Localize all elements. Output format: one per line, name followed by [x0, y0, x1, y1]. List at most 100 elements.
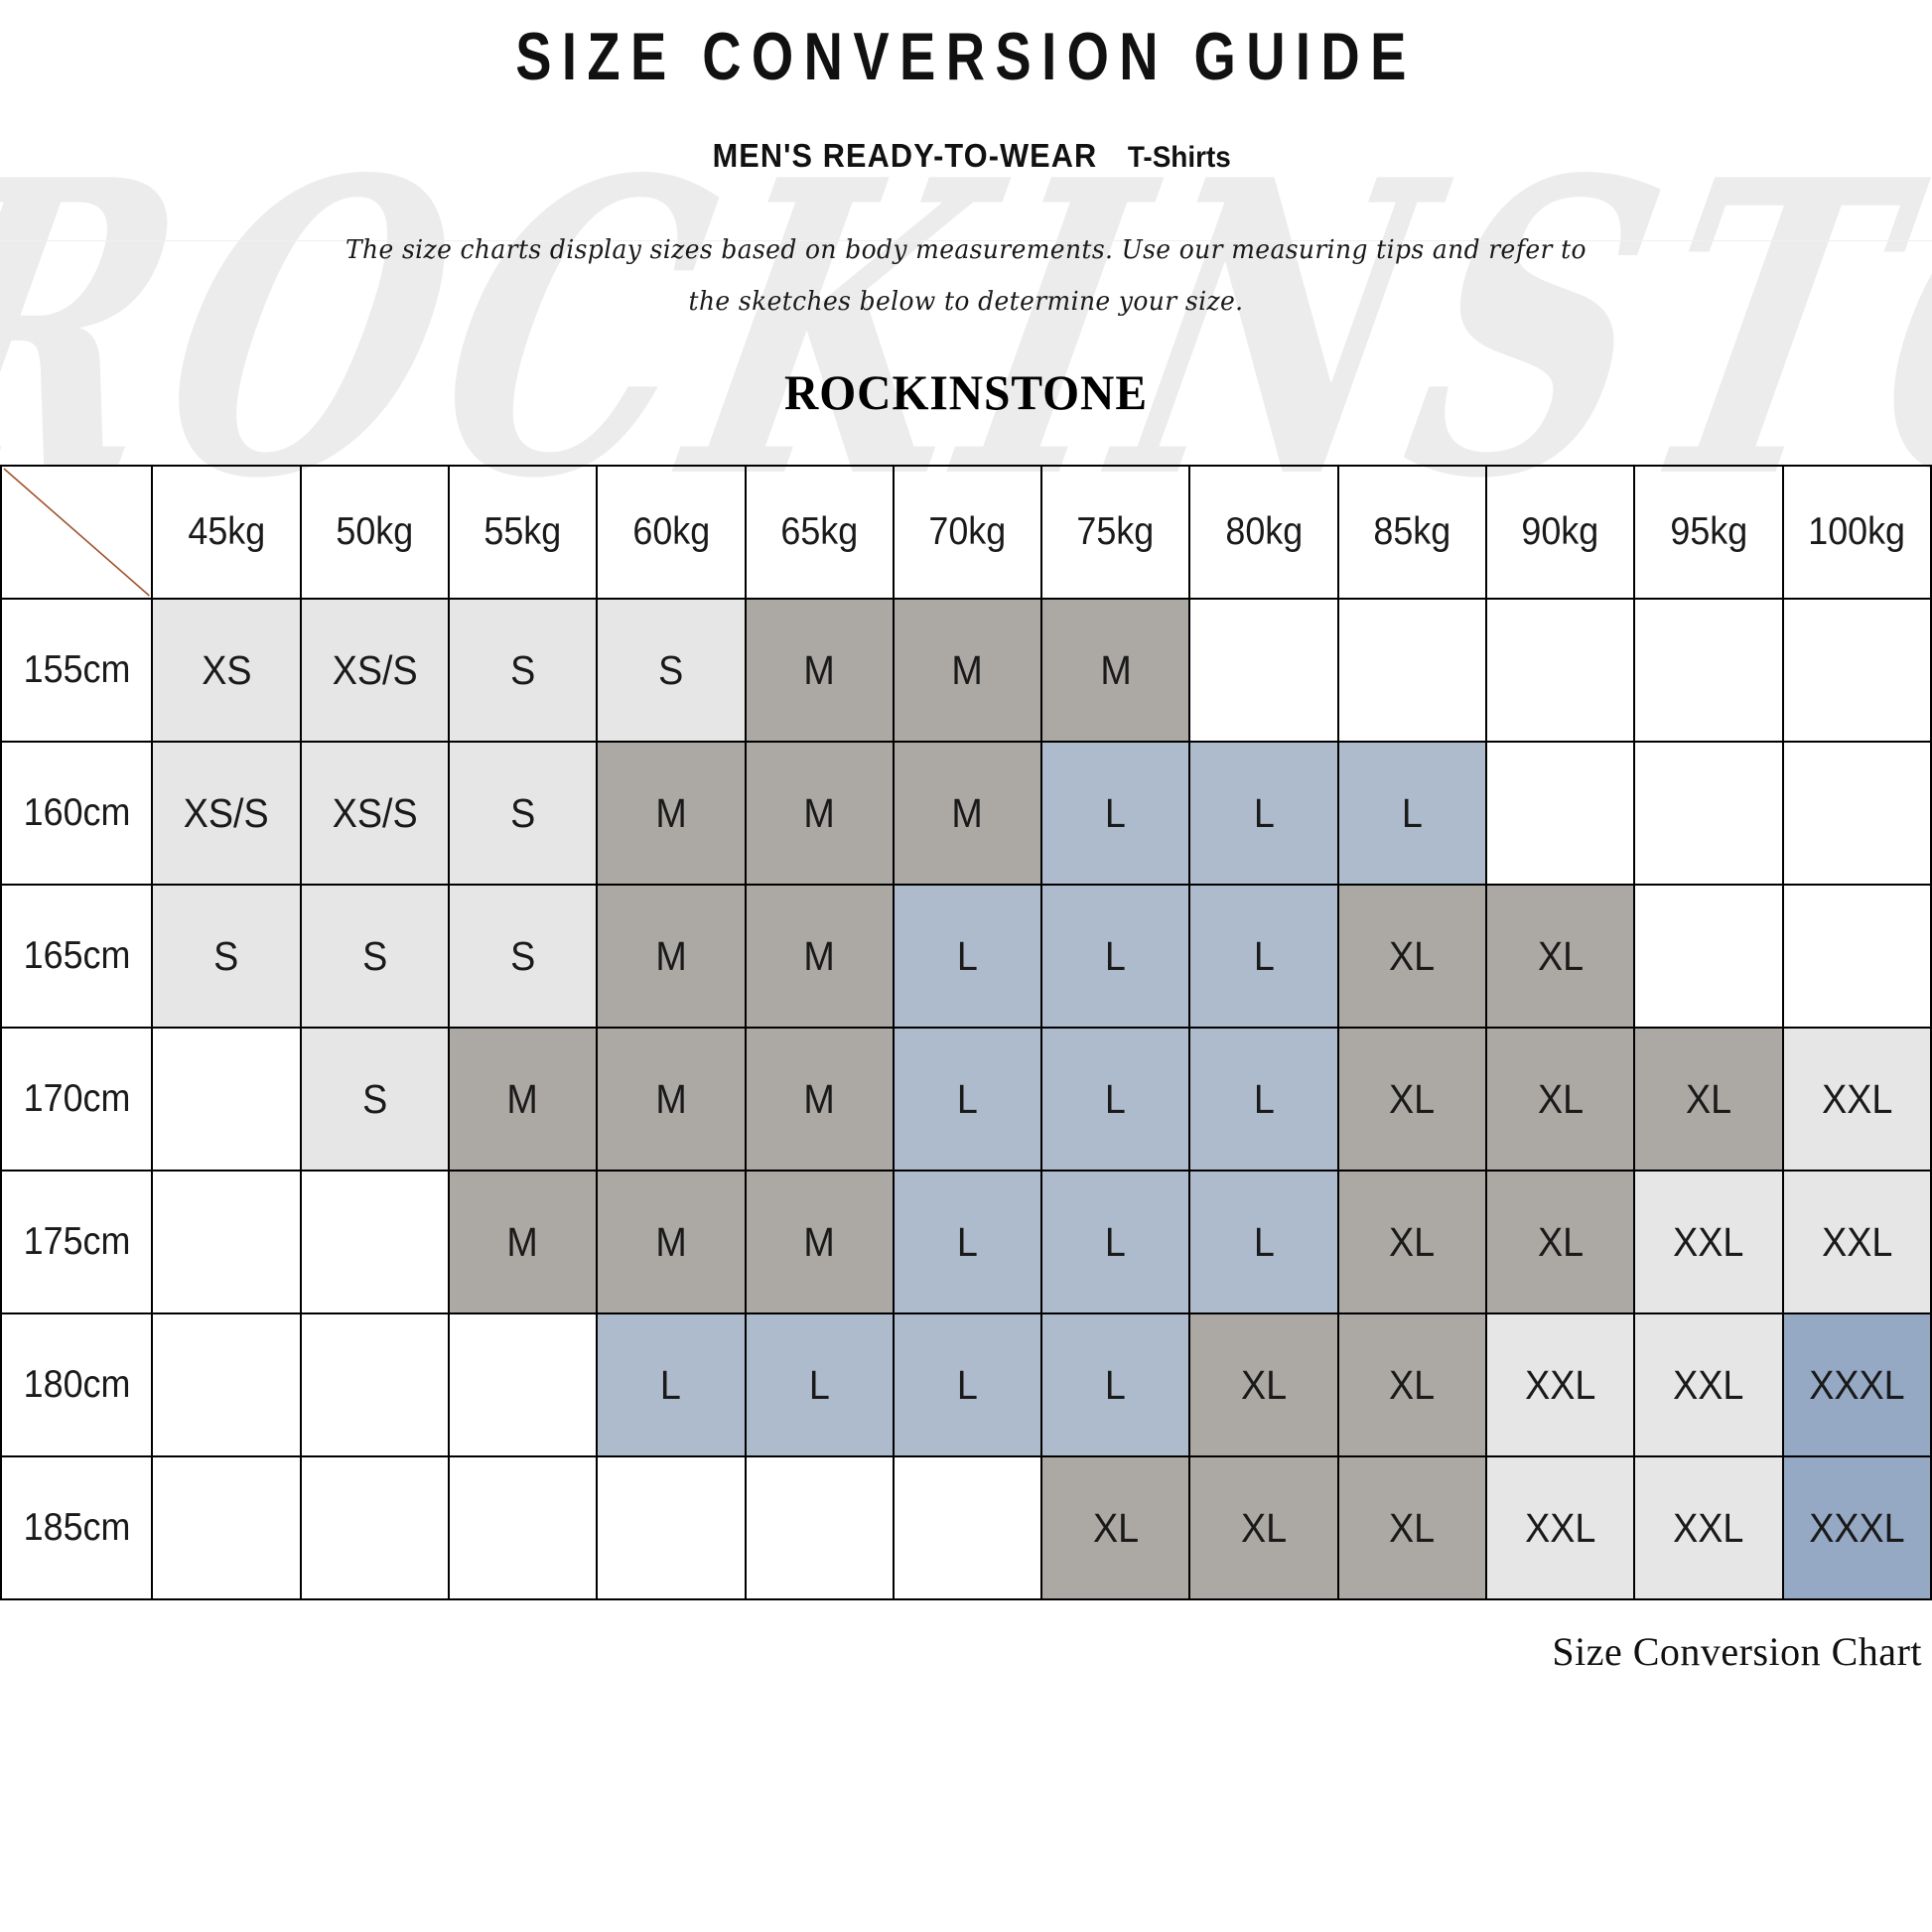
weight-header-label: 45kg [188, 510, 265, 554]
size-table-container: 45kg 50kg 55kg 60kg 65kg 70kg 75kg 80kg 85kg 90kg… [0, 465, 1932, 1601]
size-cell: XXXL [1781, 1455, 1932, 1601]
size-cell-label: XL [1389, 1218, 1436, 1265]
size-cell-label: L [1105, 789, 1127, 836]
size-cell: M [744, 598, 895, 744]
size-cell-label: L [1105, 1218, 1127, 1265]
size-cell-label: S [509, 932, 536, 979]
page-title: SIZE CONVERSION GUIDE [515, 19, 1417, 94]
size-cell-label: M [1100, 646, 1132, 693]
height-label-text: 160cm [23, 791, 131, 835]
size-cell-label: L [1105, 1075, 1127, 1122]
weight-header-90kg: 90kg [1484, 465, 1636, 601]
size-cell: XL [1040, 1455, 1191, 1601]
size-cell: XL [1484, 1170, 1636, 1315]
footer-note: Size Conversion Chart [1552, 1629, 1922, 1675]
size-cell-label: XXL [1524, 1504, 1596, 1551]
size-cell-label: L [956, 1361, 978, 1408]
size-cell: XXL [1633, 1455, 1784, 1601]
size-cell: L [1040, 884, 1191, 1030]
size-cell: XXL [1484, 1312, 1636, 1458]
height-label-170cm: 170cm [0, 1027, 154, 1173]
size-cell: L [1336, 741, 1487, 887]
size-cell: L [892, 884, 1043, 1030]
weight-header-55kg: 55kg [447, 465, 599, 601]
size-cell: L [892, 1312, 1043, 1458]
size-cell: XS/S [151, 741, 302, 887]
weight-header-label: 95kg [1670, 510, 1747, 554]
size-cell-label: M [655, 932, 687, 979]
table-body: 155cm XS XS/S S S M M M 160cm XS/S XS/S S M M M L L L 165c… [0, 598, 1932, 1601]
size-cell-label: M [803, 932, 835, 979]
size-cell-label: L [808, 1361, 830, 1408]
size-cell-label: XXL [1673, 1361, 1744, 1408]
subtitle-category: MEN'S READY-TO-WEAR [712, 137, 1098, 175]
size-cell-label: M [655, 1218, 687, 1265]
size-cell: L [1188, 1027, 1339, 1173]
height-label-text: 170cm [23, 1077, 131, 1121]
height-label-155cm: 155cm [0, 598, 154, 744]
faint-horizontal-rule [0, 240, 1932, 241]
size-cell: XL [1336, 1170, 1487, 1315]
size-cell [447, 1312, 599, 1458]
size-cell-label: S [361, 1075, 387, 1122]
size-cell: S [299, 884, 450, 1030]
size-cell-label: XL [1240, 1504, 1288, 1551]
size-cell [1633, 884, 1784, 1030]
size-cell-label: M [803, 1075, 835, 1122]
size-cell-label: XL [1537, 1218, 1584, 1265]
table-row: 160cm XS/S XS/S S M M M L L L [0, 741, 1932, 887]
size-cell-label: XL [1389, 1075, 1436, 1122]
size-cell: M [447, 1170, 599, 1315]
height-label-165cm: 165cm [0, 884, 154, 1030]
table-row: 175cm M M M L L L XL XL XXL XXL [0, 1170, 1932, 1315]
size-cell: M [596, 1027, 747, 1173]
weight-header-60kg: 60kg [596, 465, 747, 601]
brand-name: ROCKINSTONE [784, 364, 1148, 421]
size-cell: L [744, 1312, 895, 1458]
size-cell [299, 1312, 450, 1458]
size-cell-label: S [361, 932, 387, 979]
table-header: 45kg 50kg 55kg 60kg 65kg 70kg 75kg 80kg 85kg 90kg… [0, 465, 1932, 601]
size-cell: M [596, 741, 747, 887]
weight-header-label: 75kg [1076, 510, 1155, 554]
size-cell-label: XL [1685, 1075, 1731, 1122]
size-cell-label: L [956, 1075, 978, 1122]
size-cell [1633, 741, 1784, 887]
table-header-row: 45kg 50kg 55kg 60kg 65kg 70kg 75kg 80kg 85kg 90kg… [0, 465, 1932, 601]
weight-header-label: 100kg [1808, 510, 1906, 554]
size-cell-label: L [1253, 789, 1275, 836]
size-cell-label: XXL [1524, 1361, 1596, 1408]
size-cell: XS [151, 598, 302, 744]
weight-header-label: 80kg [1225, 510, 1303, 554]
size-cell: M [892, 741, 1043, 887]
size-cell: S [596, 598, 747, 744]
size-cell [892, 1455, 1043, 1601]
size-cell-label: XL [1389, 932, 1436, 979]
size-cell: M [744, 884, 895, 1030]
table-row: 170cm S M M M L L L XL XL XL XXL [0, 1027, 1932, 1173]
diagonal-divider-icon [3, 468, 150, 597]
size-cell: XL [1336, 1312, 1487, 1458]
size-cell: XXL [1633, 1312, 1784, 1458]
weight-header-label: 85kg [1373, 510, 1451, 554]
size-cell: XL [1484, 884, 1636, 1030]
size-cell-label: M [506, 1075, 539, 1122]
size-cell: XL [1188, 1455, 1339, 1601]
size-conversion-table: 45kg 50kg 55kg 60kg 65kg 70kg 75kg 80kg 85kg 90kg… [0, 465, 1932, 1601]
weight-header-65kg: 65kg [744, 465, 895, 601]
size-cell-label: XXXL [1809, 1361, 1905, 1408]
size-cell-label: S [509, 789, 536, 836]
size-cell-label: L [1253, 1075, 1275, 1122]
size-cell-label: XL [1240, 1361, 1288, 1408]
size-cell [1781, 598, 1932, 744]
weight-header-45kg: 45kg [151, 465, 302, 601]
height-label-160cm: 160cm [0, 741, 154, 887]
size-cell [299, 1170, 450, 1315]
size-cell-label: L [1105, 1361, 1127, 1408]
size-cell-label: M [655, 1075, 687, 1122]
size-cell-label: XS/S [332, 646, 418, 693]
size-cell: XL [1484, 1027, 1636, 1173]
weight-header-label: 55kg [483, 510, 562, 554]
size-cell: XL [1336, 884, 1487, 1030]
size-cell: L [1040, 1312, 1191, 1458]
